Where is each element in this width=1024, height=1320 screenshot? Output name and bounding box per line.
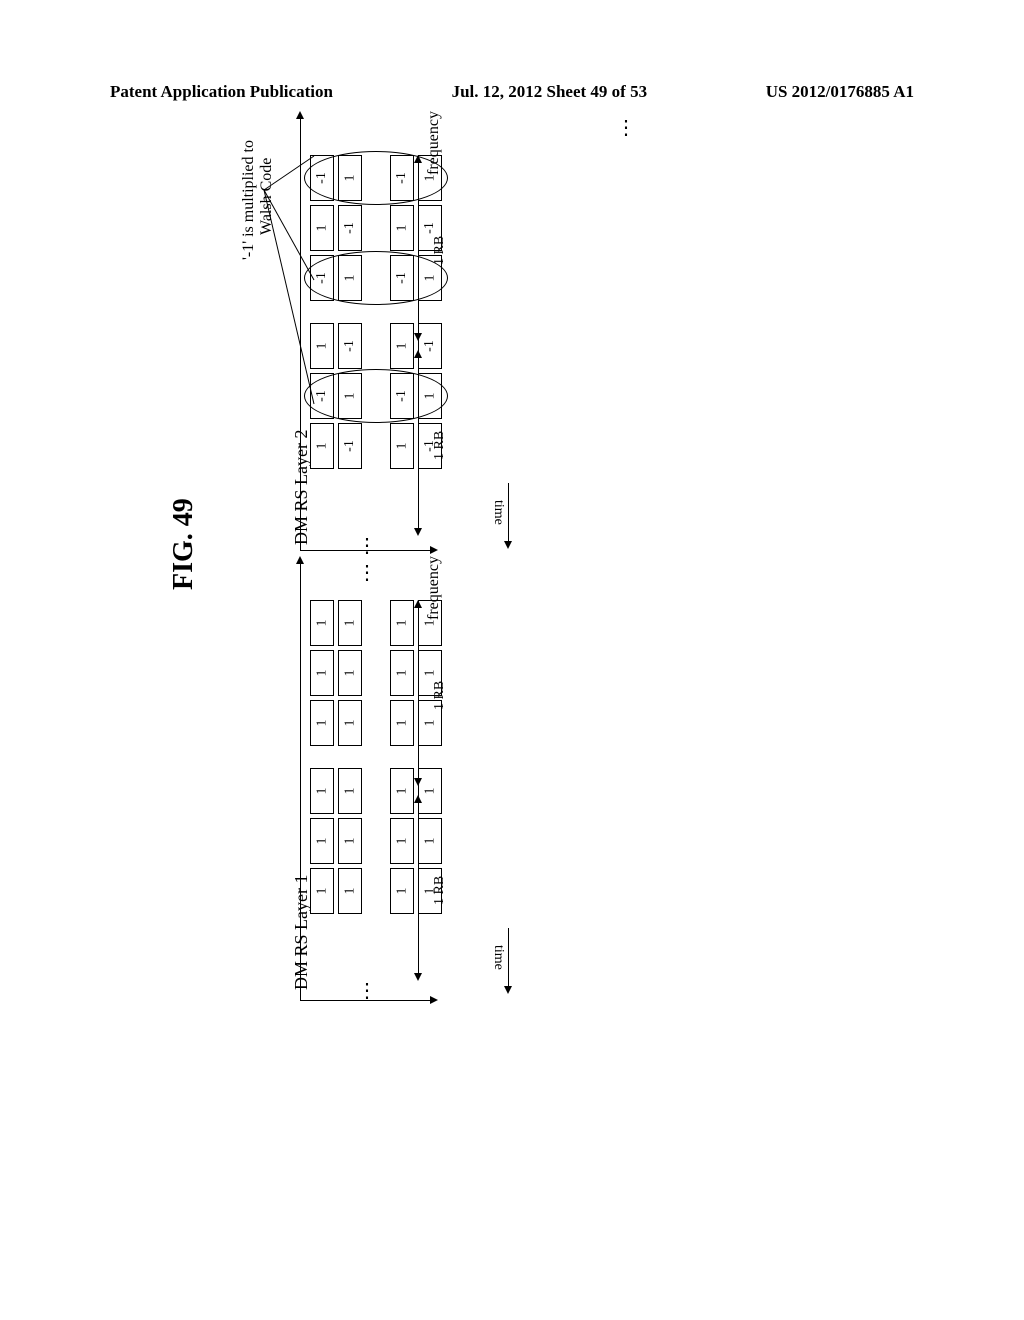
layer2-label: DM RS Layer 2 [291, 430, 312, 546]
grid-cell: 1 [418, 818, 442, 864]
grid-cell: 1 [338, 818, 362, 864]
layer2-axis-horiz-arrow [430, 546, 438, 554]
layer2-rb-arrow-1b [414, 333, 422, 341]
layer1-vdots-right: ⋮ [357, 560, 377, 585]
layer1-rb-arrow-2a [414, 795, 422, 803]
grid-cell: -1 [338, 323, 362, 369]
grid-cell: 1 [310, 650, 334, 696]
grid-cell: 1 [310, 600, 334, 646]
layer1-rb-arrow-1a [414, 600, 422, 608]
grid-cell: 1 [390, 600, 414, 646]
page-header: Patent Application Publication Jul. 12, … [0, 82, 1024, 102]
grid-cell: -1 [418, 323, 442, 369]
grid-cell: 1 [310, 700, 334, 746]
grid-cell: 1 [390, 700, 414, 746]
grid-cell: 1 [390, 423, 414, 469]
layer1-axis-horiz-arrow [430, 996, 438, 1004]
layer1-vdots-left: ⋮ [357, 978, 377, 1003]
layer1-rb-line-2 [418, 800, 419, 975]
header-left: Patent Application Publication [110, 82, 333, 102]
grid-cell: 1 [390, 868, 414, 914]
grid-cell: 1 [390, 650, 414, 696]
layer1-time-line [508, 928, 509, 988]
grid-cell: 1 [310, 205, 334, 251]
layer2-rb-arrow-2b [414, 528, 422, 536]
grid-cell: 1 [310, 868, 334, 914]
walsh-ellipse [304, 251, 448, 305]
grid-cell: 1 [418, 768, 442, 814]
grid-cell: 1 [338, 700, 362, 746]
layer1-rb-line-1 [418, 605, 419, 780]
figure-title: FIG. 49 [168, 498, 200, 590]
layer1-axis-vert [300, 560, 301, 1000]
layer2-rb-arrow-2a [414, 350, 422, 358]
walsh-label-line2: Walsh Code [258, 158, 276, 235]
walsh-ellipse [304, 151, 448, 205]
layer2-rb-label-1: 1 RB [432, 236, 448, 265]
header-right: US 2012/0176885 A1 [766, 82, 914, 102]
grid-cell: 1 [338, 768, 362, 814]
layer2-axis-vert-arrow [296, 111, 304, 119]
layer1-rb-arrow-2b [414, 973, 422, 981]
walsh-connector-lines [0, 0, 1024, 1320]
walsh-ellipse [304, 369, 448, 423]
layer1-label: DM RS Layer 1 [291, 875, 312, 991]
grid-cell: -1 [338, 423, 362, 469]
layer2-vdots-left: ⋮ [357, 533, 377, 558]
layer2-vdots-right: ⋮ [616, 115, 636, 140]
walsh-label-line1: '-1' is multiplied to [240, 140, 258, 260]
grid-cell: 1 [390, 205, 414, 251]
layer1-axis-vert-arrow [296, 556, 304, 564]
grid-cell: 1 [390, 768, 414, 814]
layer1-rb-arrow-1b [414, 778, 422, 786]
layer1-time-label: time [490, 945, 506, 970]
layer1-time-arrow [504, 986, 512, 994]
grid-cell: -1 [338, 205, 362, 251]
layer2-time-label: time [490, 500, 506, 525]
layer1-rb-label-1: 1 RB [432, 681, 448, 710]
layer1-rb-label-2: 1 RB [432, 876, 448, 905]
grid-cell: 1 [390, 323, 414, 369]
grid-cell: 1 [338, 868, 362, 914]
layer2-time-line [508, 483, 509, 543]
layer2-time-arrow [504, 541, 512, 549]
header-center: Jul. 12, 2012 Sheet 49 of 53 [452, 82, 648, 102]
grid-cell: 1 [310, 323, 334, 369]
layer2-axis-vert [300, 115, 301, 550]
grid-cell: 1 [338, 650, 362, 696]
grid-cell: 1 [310, 423, 334, 469]
grid-cell: 1 [310, 818, 334, 864]
grid-cell: 1 [310, 768, 334, 814]
grid-cell: 1 [390, 818, 414, 864]
grid-cell: 1 [338, 600, 362, 646]
layer2-rb-label-2: 1 RB [432, 431, 448, 460]
